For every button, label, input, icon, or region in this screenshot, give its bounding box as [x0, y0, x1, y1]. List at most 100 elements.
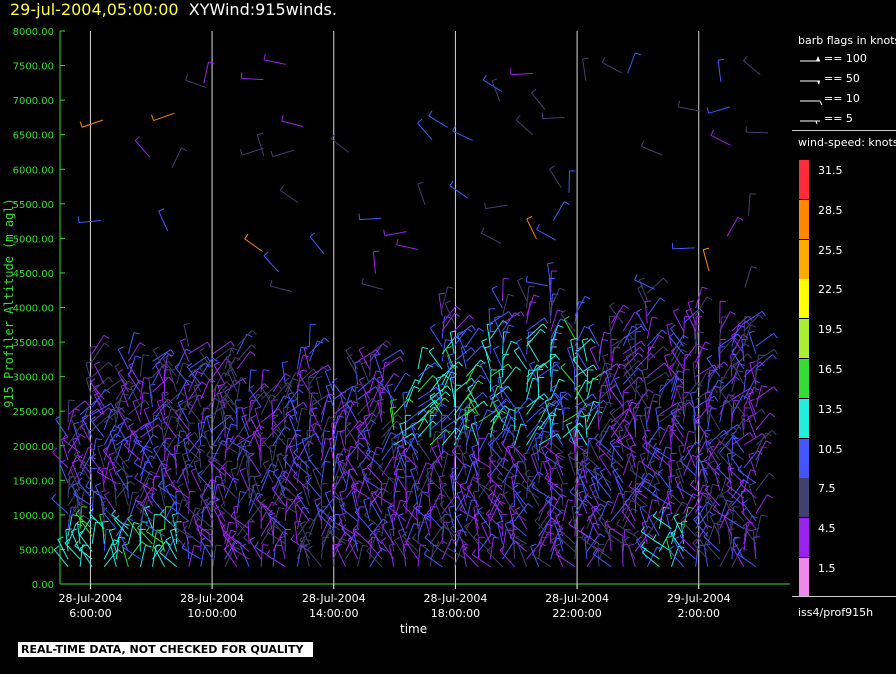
wind-barb [538, 354, 557, 370]
wind-barb [526, 301, 531, 324]
wind-barb-flag [322, 366, 328, 371]
wind-barb-flag [113, 454, 119, 460]
wind-barb-flag [718, 385, 725, 390]
wind-barb [658, 385, 661, 408]
wind-barb-flag [689, 401, 694, 408]
wind-barb-flag [460, 408, 467, 412]
wind-barb-flag [445, 345, 452, 350]
wind-barb [578, 492, 588, 514]
wind-barb-flag [703, 531, 709, 537]
wind-barb [598, 500, 609, 522]
wind-barb [464, 407, 467, 430]
wind-barb-flag [371, 412, 377, 418]
wind-barb [186, 404, 202, 423]
wind-barb [755, 494, 768, 514]
wind-barb [502, 366, 517, 385]
wind-barb [164, 416, 172, 438]
wind-barb-flag [174, 444, 181, 447]
x-axis-label: time [400, 622, 428, 636]
wind-barb-flag [311, 422, 317, 426]
wind-barb-flag [652, 510, 658, 517]
wind-barb-flag [429, 392, 436, 397]
wind-barb [417, 364, 429, 385]
wind-barb [384, 231, 407, 237]
wind-barb [212, 340, 232, 355]
wind-barb-flag [491, 78, 498, 82]
wind-barb [177, 402, 190, 423]
wind-barb [387, 507, 395, 529]
wind-barb [622, 325, 642, 340]
wind-barb [540, 447, 552, 469]
wind-barb [673, 539, 684, 560]
wind-barb [397, 515, 407, 537]
wind-barb-flag [501, 385, 508, 390]
wind-barb-flag [439, 475, 446, 477]
wind-barb [592, 469, 612, 484]
wind-barb [509, 521, 527, 537]
wind-barb [393, 499, 401, 522]
wind-barb [393, 454, 403, 476]
wind-barb-flag [166, 352, 172, 357]
wind-barb [683, 400, 687, 423]
wind-barb-flag [194, 544, 201, 548]
wind-barb [606, 452, 624, 469]
wind-barb [646, 447, 657, 469]
wind-barb-flag [564, 201, 570, 206]
wind-barb [441, 538, 452, 560]
wind-barb-flag [677, 408, 684, 411]
wind-barb [150, 496, 165, 514]
wind-barb-flag [132, 491, 139, 494]
wind-barb-flag [604, 518, 609, 525]
wind-barb-flag [464, 463, 471, 468]
wind-barb [487, 496, 503, 514]
wind-barb [550, 378, 560, 400]
wind-barb [176, 379, 188, 400]
wind-barb-flag [128, 422, 134, 427]
wind-barb-flag [77, 454, 84, 459]
wind-barb [241, 416, 250, 438]
wind-barb-flag [301, 407, 308, 410]
wind-barb [490, 398, 507, 415]
wind-barb [622, 311, 636, 332]
wind-barb-flag [704, 538, 710, 544]
wind-barb [449, 332, 455, 354]
wind-barb [717, 450, 733, 469]
wind-barb [144, 424, 153, 446]
wind-barb-flag [276, 452, 283, 456]
wind-barb-flag [229, 435, 234, 442]
wind-barb [490, 428, 506, 446]
wind-barb [507, 446, 516, 469]
wind-barb-flag [374, 353, 381, 357]
wind-barb-flag [162, 364, 169, 369]
wind-barb-flag [557, 324, 564, 328]
wind-barb [417, 406, 435, 423]
wind-barb [152, 376, 170, 393]
wind-barb-flag [127, 380, 134, 385]
wind-barb-flag [773, 386, 778, 392]
wind-barb [248, 492, 258, 514]
wind-barb-flag [162, 355, 169, 360]
wind-barb [472, 491, 479, 514]
wind-barb [111, 514, 129, 530]
wind-barb [679, 535, 696, 552]
wind-barb [485, 204, 508, 210]
wind-barb-flag [230, 511, 235, 517]
wind-barb [748, 401, 757, 423]
wind-barb [139, 455, 151, 476]
wind-barb-flag [563, 396, 569, 401]
wind-barb [73, 454, 93, 469]
wind-barb [260, 394, 272, 415]
wind-barb-flag [161, 391, 169, 394]
wind-barb-flag [707, 438, 713, 443]
wind-barb-flag [254, 406, 261, 410]
wind-barb-flag [567, 450, 573, 457]
wind-barb-flag [487, 439, 493, 445]
wind-barb-flag [325, 490, 332, 494]
wind-barb [502, 408, 510, 431]
wind-barb-flag [84, 400, 90, 406]
wind-barb [538, 500, 547, 522]
wind-barb [369, 386, 380, 408]
wind-barb-flag [174, 362, 180, 368]
wind-barb-flag [435, 430, 442, 434]
wind-barb [299, 538, 310, 560]
